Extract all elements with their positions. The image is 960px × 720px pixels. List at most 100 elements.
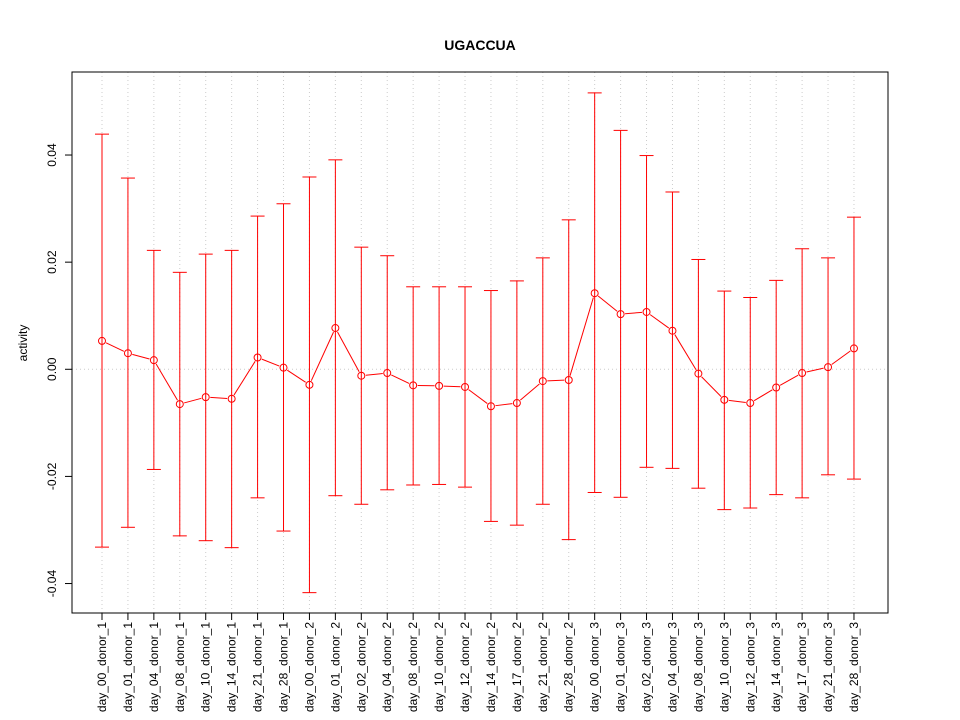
x-tick-label: day_04_donor_1: [147, 622, 161, 712]
y-tick-label: -0.04: [45, 570, 59, 598]
data-point: [590, 289, 599, 298]
x-tick-label: day_08_donor_3: [691, 622, 705, 712]
data-point: [772, 383, 781, 392]
series-line-segment: [443, 385, 461, 388]
plot-frame: [71, 71, 889, 614]
data-point: [227, 394, 236, 403]
x-tick-label: day_17_donor_2: [510, 622, 524, 712]
series-line-segment: [365, 372, 383, 376]
data-point: [201, 393, 210, 402]
data-point: [435, 381, 444, 390]
series-line-segment: [310, 331, 334, 381]
series-line-segment: [753, 389, 773, 402]
series-line-segment: [806, 367, 824, 373]
series-line-segment: [210, 396, 228, 399]
x-axis: day_00_donor_1 day_01_donor_1 day_04_donor…: [95, 613, 861, 712]
x-tick-label: day_17_donor_3: [795, 622, 809, 712]
x-tick-label: day_02_donor_2: [354, 622, 368, 712]
x-tick-label: day_28_donor_2: [562, 622, 576, 712]
x-tick-label: day_14_donor_2: [484, 622, 498, 712]
series-line-segment: [779, 374, 799, 386]
y-tick-label: -0.02: [45, 462, 59, 490]
series-line-segment: [233, 361, 256, 396]
y-axis-label: activity: [16, 325, 30, 362]
chart-title: UGACCUA: [444, 37, 516, 53]
data-point: [279, 363, 288, 372]
data-point: [642, 307, 651, 316]
x-tick-label: day_01_donor_3: [614, 622, 628, 712]
series-line-segment: [337, 331, 360, 372]
series-line-segment: [105, 342, 125, 352]
x-tick-label: day_28_donor_3: [847, 622, 861, 712]
x-tick-label: day_10_donor_1: [199, 622, 213, 712]
data-point: [383, 369, 392, 378]
x-tick-label: day_21_donor_2: [536, 622, 550, 712]
y-tick-label: 0.00: [45, 357, 59, 381]
data-point: [694, 369, 703, 378]
data-point: [746, 399, 755, 408]
data-point: [331, 324, 340, 333]
data-point: [824, 363, 833, 372]
series-line-segment: [132, 353, 150, 360]
data-point: [798, 369, 807, 378]
series-line-segment: [728, 399, 746, 403]
x-tick-label: day_14_donor_3: [769, 622, 783, 712]
series: [95, 92, 861, 594]
series-line-segment: [391, 374, 410, 384]
data-point: [123, 349, 132, 358]
data-point: [175, 400, 184, 409]
data-point: [849, 344, 858, 353]
x-tick-label: day_12_donor_3: [743, 622, 757, 712]
x-tick-label: day_08_donor_2: [406, 622, 420, 712]
series-line-segment: [597, 295, 618, 312]
series-line-segment: [519, 383, 540, 401]
x-tick-label: day_14_donor_1: [225, 622, 239, 712]
series-line-segment: [831, 350, 851, 365]
data-point: [149, 356, 158, 365]
y-axis: -0.04 -0.02 0.00 0.02 0.04: [45, 143, 72, 597]
data-point: [564, 375, 573, 384]
x-tick-label: day_00_donor_2: [302, 622, 316, 712]
data-point: [538, 377, 547, 386]
x-tick-label: day_01_donor_1: [121, 622, 135, 712]
series-line-segment: [625, 311, 643, 315]
y-tick-label: 0.02: [45, 250, 59, 274]
series-line-segment: [468, 389, 488, 404]
x-tick-label: day_12_donor_2: [458, 622, 472, 712]
x-tick-label: day_10_donor_3: [717, 622, 731, 712]
data-point: [98, 336, 106, 345]
x-tick-label: day_08_donor_1: [173, 622, 187, 712]
series-line-segment: [547, 379, 565, 382]
data-point: [461, 382, 470, 391]
series-line-segment: [286, 369, 306, 383]
y-tick-label: 0.04: [45, 143, 59, 167]
x-tick-label: day_10_donor_2: [432, 622, 446, 712]
data-point: [305, 380, 314, 389]
x-tick-label: day_04_donor_2: [380, 622, 394, 712]
grid: [72, 72, 888, 613]
x-tick-label: day_04_donor_3: [665, 622, 679, 712]
data-point: [616, 310, 625, 319]
data-point: [720, 395, 729, 404]
series-line-segment: [701, 376, 722, 397]
x-tick-label: day_01_donor_2: [328, 622, 342, 712]
x-tick-label: day_02_donor_3: [640, 622, 654, 712]
data-point: [357, 371, 366, 380]
series-line-segment: [569, 297, 594, 376]
series-line-segment: [495, 403, 513, 407]
x-tick-label: day_21_donor_1: [251, 622, 265, 712]
series-line-segment: [649, 314, 670, 329]
data-point: [409, 381, 418, 390]
series-line-segment: [184, 397, 202, 404]
series-line-segment: [674, 334, 697, 370]
x-tick-label: day_21_donor_3: [821, 622, 835, 712]
data-point: [512, 399, 521, 408]
data-point: [486, 402, 495, 411]
series-line-segment: [261, 358, 280, 367]
x-tick-label: day_28_donor_1: [277, 622, 291, 712]
data-point: [253, 353, 262, 362]
x-tick-label: day_00_donor_3: [588, 622, 602, 712]
x-tick-label: day_00_donor_1: [95, 622, 109, 712]
data-point: [668, 326, 677, 335]
